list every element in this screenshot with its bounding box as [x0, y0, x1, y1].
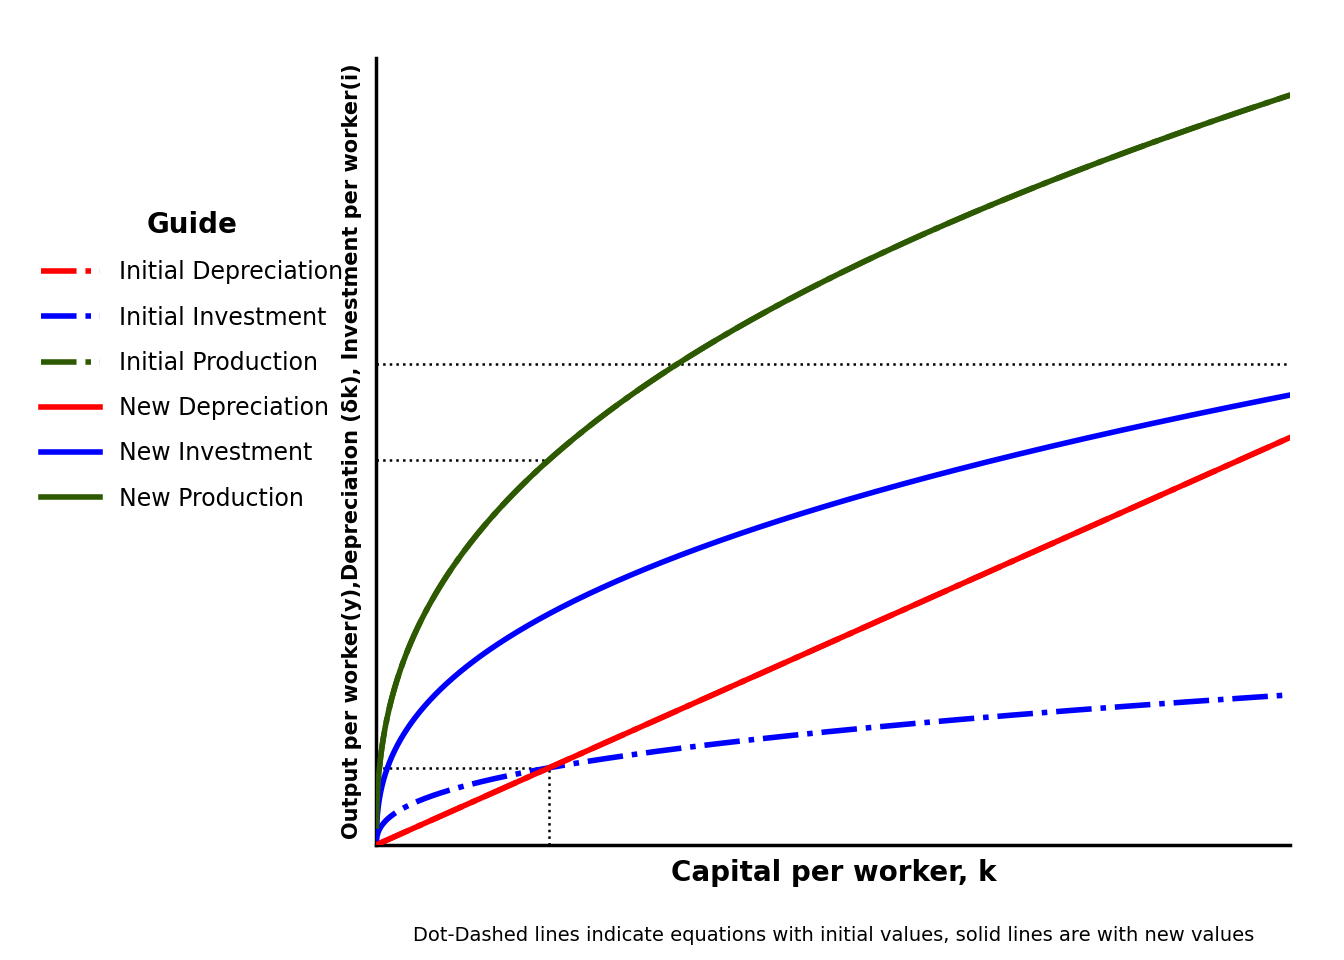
Text: Dot-Dashed lines indicate equations with initial values, solid lines are with ne: Dot-Dashed lines indicate equations with…	[413, 925, 1254, 945]
Legend: Initial Depreciation, Initial Investment, Initial Production, New Depreciation, : Initial Depreciation, Initial Investment…	[40, 211, 343, 511]
Y-axis label: Output per worker(y),Depreciation (δk), Investment per worker(i): Output per worker(y),Depreciation (δk), …	[343, 63, 363, 839]
X-axis label: Capital per worker, k: Capital per worker, k	[671, 858, 996, 887]
